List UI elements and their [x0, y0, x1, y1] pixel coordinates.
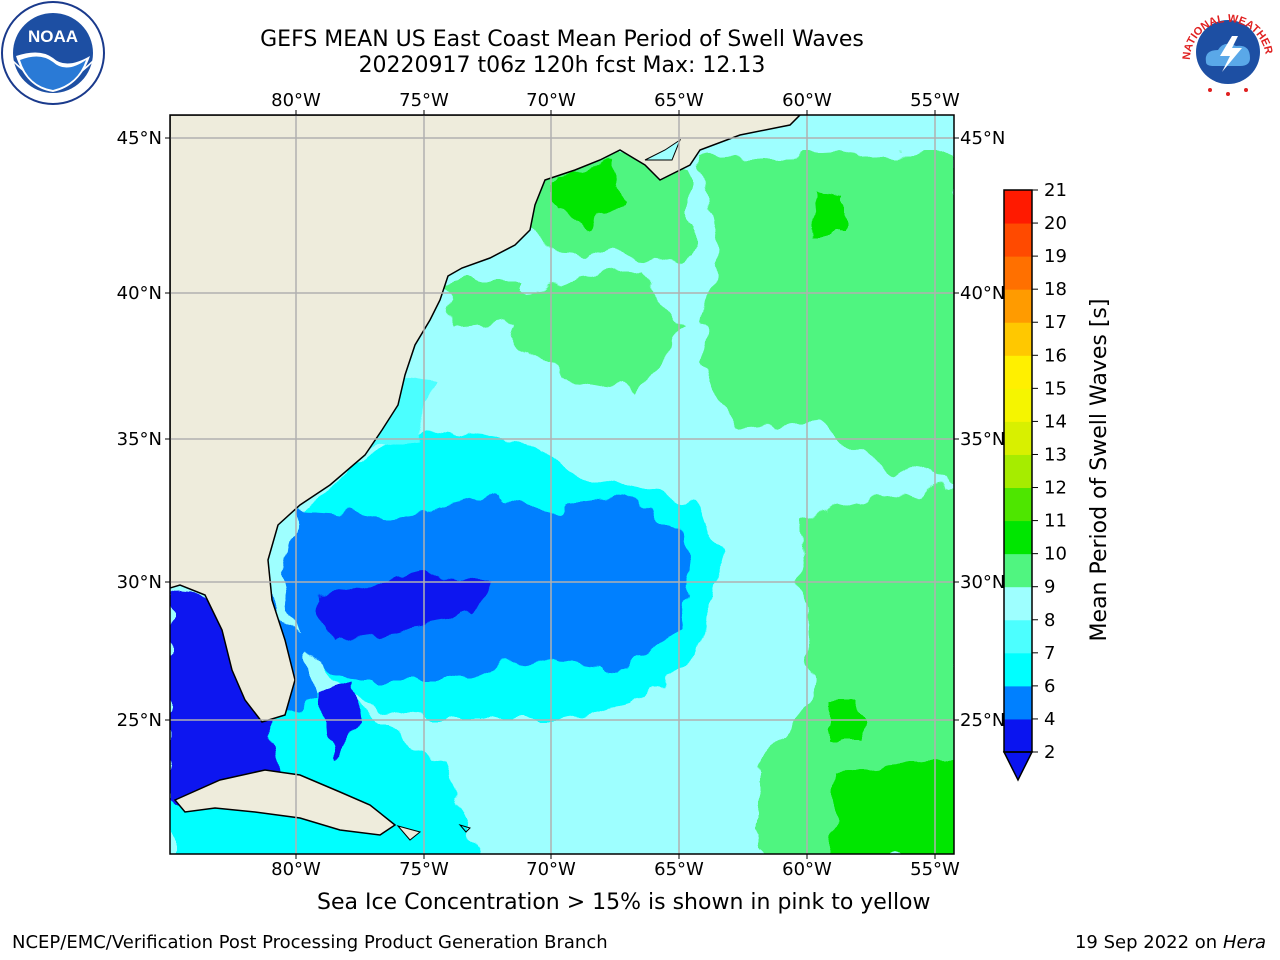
lon-label: 60°W — [782, 859, 832, 880]
map-frame — [169, 114, 955, 855]
colorbar-tick-label: 19 — [1044, 246, 1067, 267]
footer-credit: NCEP/EMC/Verification Post Processing Pr… — [12, 932, 608, 953]
lon-label: 80°W — [271, 90, 321, 111]
lon-label: 55°W — [910, 859, 960, 880]
nws-logo: NATIONAL WEATHER SERVICE — [1176, 0, 1278, 102]
colorbar-tick-label: 14 — [1044, 411, 1067, 432]
colorbar-tick-label: 16 — [1044, 345, 1067, 366]
colorbar-tick-label: 8 — [1044, 610, 1055, 631]
lat-label: 25°N — [960, 710, 1005, 731]
colorbar-tick-label: 15 — [1044, 378, 1067, 399]
lat-label: 30°N — [960, 572, 1005, 593]
colorbar-swatch — [1004, 586, 1032, 621]
colorbar-tick-label: 13 — [1044, 444, 1067, 465]
lat-label: 45°N — [117, 128, 162, 149]
colorbar-swatch — [1004, 289, 1032, 323]
north-america-land — [170, 115, 802, 723]
colorbar-swatch — [1004, 388, 1032, 422]
colorbar-swatch — [1004, 454, 1032, 489]
colorbar-tick-label: 9 — [1044, 577, 1055, 598]
colorbar-tick-label: 7 — [1044, 643, 1055, 664]
colorbar-tick-label: 17 — [1044, 312, 1067, 333]
cuba-land — [173, 769, 397, 836]
noaa-logo-text: NOAA — [28, 27, 78, 46]
lon-labels-bottom: 80°W 75°W 70°W 65°W 60°W 55°W — [271, 859, 960, 880]
colorbar-frame — [1003, 189, 1033, 753]
lon-label: 65°W — [654, 859, 704, 880]
land-masses — [170, 115, 802, 841]
lon-label: 55°W — [910, 90, 960, 111]
sea-ice-note: Sea Ice Concentration > 15% is shown in … — [317, 890, 931, 915]
chart-subtitle: 20220917 t06z 120h fcst Max: 12.13 — [358, 53, 766, 78]
colorbar-swatch — [1004, 355, 1032, 389]
graticule — [170, 115, 954, 854]
colorbar-tick-label: 4 — [1044, 709, 1055, 730]
colorbar-tick-label: 21 — [1044, 180, 1067, 201]
colorbar-swatch — [1004, 223, 1032, 257]
lon-label: 60°W — [782, 90, 832, 111]
lat-label: 35°N — [960, 429, 1005, 450]
colorbar-tick-label: 20 — [1044, 213, 1067, 234]
lat-label: 25°N — [117, 710, 162, 731]
colorbar-swatch — [1004, 487, 1032, 522]
lat-label: 35°N — [117, 429, 162, 450]
lat-label: 30°N — [117, 572, 162, 593]
lon-label: 65°W — [654, 90, 704, 111]
lon-label: 80°W — [271, 859, 321, 880]
colorbar-tick-label: 12 — [1044, 478, 1067, 499]
colorbar-swatch — [1004, 553, 1032, 588]
colorbar-swatch — [1004, 421, 1032, 455]
colorbar-tick-label: 11 — [1044, 511, 1067, 532]
colorbar-swatch — [1004, 520, 1032, 555]
lon-labels-top: 80°W 75°W 70°W 65°W 60°W 55°W — [271, 90, 960, 111]
colorbar-tick-label: 2 — [1044, 742, 1055, 763]
lat-labels-left: 45°N 40°N 35°N 30°N 25°N — [117, 128, 162, 731]
colorbar-label: Mean Period of Swell Waves [s] — [1087, 299, 1112, 642]
colorbar-swatch — [1004, 718, 1032, 753]
colorbar-tick-label: 10 — [1044, 544, 1067, 565]
colorbar-tick-label: 18 — [1044, 279, 1067, 300]
colorbar: 2 4 6 7 8 9 10 11 12 13 14 15 16 17 18 19 20 21 — [1002, 180, 1067, 782]
colorbar-swatch — [1004, 619, 1032, 654]
lat-label: 40°N — [117, 283, 162, 304]
footer-date-text: 19 Sep 2022 on — [1074, 932, 1218, 953]
lon-label: 75°W — [399, 90, 449, 111]
colorbar-swatch — [1004, 685, 1032, 720]
lat-label: 45°N — [960, 128, 1005, 149]
lon-label: 75°W — [399, 859, 449, 880]
noaa-logo: NOAA — [1, 1, 105, 105]
map-tick-marks — [165, 110, 959, 859]
footer-date: 19 Sep 2022 on Hera — [1075, 932, 1266, 953]
colorbar-swatch — [1004, 256, 1032, 290]
footer-host: Hera — [1222, 932, 1266, 953]
colorbar-under-arrow — [1002, 751, 1034, 782]
lat-label: 40°N — [960, 283, 1005, 304]
lon-label: 70°W — [526, 90, 576, 111]
lat-labels-right: 45°N 40°N 35°N 30°N 25°N — [960, 128, 1005, 731]
colorbar-swatch — [1004, 190, 1032, 224]
lon-label: 70°W — [526, 859, 576, 880]
colorbar-tick-label: 6 — [1044, 676, 1055, 697]
chart-title: GEFS MEAN US East Coast Mean Period of S… — [260, 27, 864, 52]
colorbar-swatch — [1004, 322, 1032, 356]
colorbar-swatch — [1004, 652, 1032, 687]
